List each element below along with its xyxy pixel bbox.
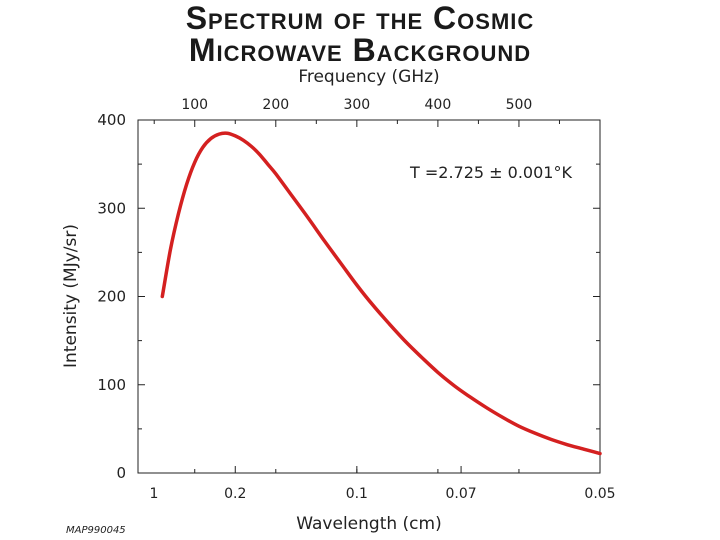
bottom-axis-label: Wavelength (cm) [296,514,441,534]
chart-title-line1: Spectrum of the Cosmic [185,0,535,36]
y-axis-ticks: 0 100 200 300 400 [97,111,600,482]
top-tick-label: 500 [506,97,533,113]
bottom-axis-ticks: 1 0.2 0.1 0.07 0.05 [137,466,616,502]
y-tick-label: 0 [116,464,126,482]
bottom-tick-label: 1 [150,486,159,502]
bottom-tick-label: 0.05 [584,486,615,502]
y-axis-label: Intensity (MJy/sr) [61,224,81,368]
top-tick-label: 400 [425,97,452,113]
top-axis-label: Frequency (GHz) [298,67,439,87]
figure-code: MAP990045 [66,525,126,536]
series-line [160,131,602,456]
top-tick-label: 200 [262,97,289,113]
temperature-annotation: T =2.725 ± 0.001°K [409,163,572,182]
top-tick-label: 300 [343,97,370,113]
y-tick-label: 200 [97,288,126,306]
top-axis-ticks: 100 200 300 400 500 [153,97,560,473]
y-tick-label: 100 [97,376,126,394]
top-tick-label: 100 [181,97,208,113]
bottom-tick-label: 0.2 [224,486,246,502]
bottom-tick-label: 0.07 [445,486,476,502]
chart-title-line2: Microwave Background [188,32,532,68]
bottom-tick-label: 0.1 [346,486,368,502]
y-tick-label: 300 [97,199,126,217]
y-tick-label: 400 [97,111,126,129]
